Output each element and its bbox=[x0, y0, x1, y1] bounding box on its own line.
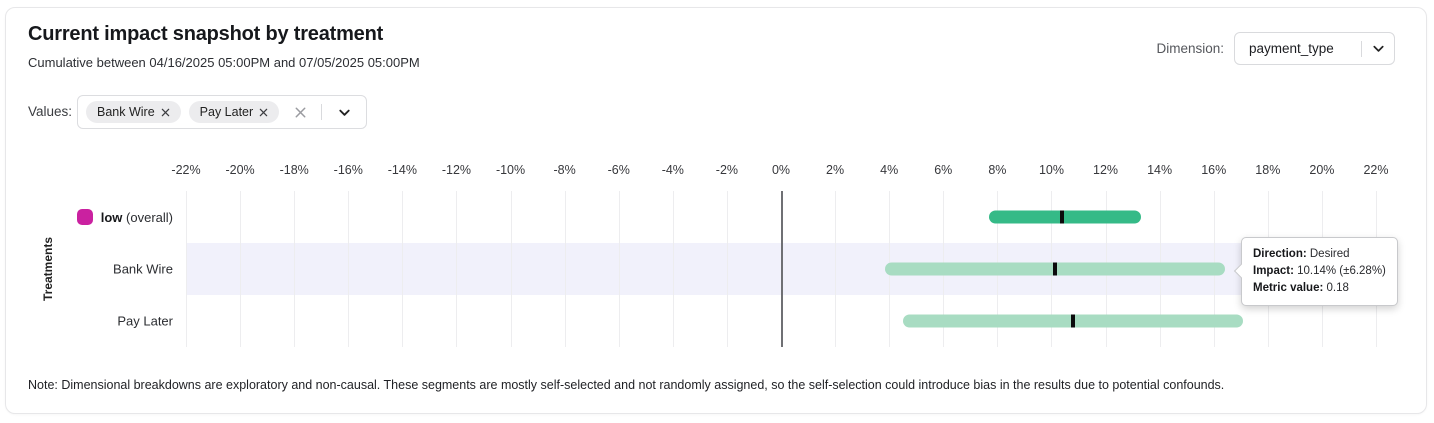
confidence-interval-bar[interactable] bbox=[885, 262, 1226, 276]
treatment-row-label: low (overall) bbox=[76, 209, 173, 225]
gridline bbox=[672, 191, 674, 347]
dimension-control: Dimension: payment_type bbox=[1156, 32, 1395, 65]
x-axis-tick-label: 4% bbox=[880, 163, 899, 177]
value-chip-label: Bank Wire bbox=[97, 105, 155, 119]
x-axis-tick-label: -12% bbox=[441, 163, 472, 177]
impact-point-marker bbox=[1053, 262, 1058, 276]
x-axis-tick-label: 22% bbox=[1363, 163, 1389, 177]
x-axis-tick-label: 12% bbox=[1093, 163, 1119, 177]
x-axis-tick-label: -6% bbox=[607, 163, 630, 177]
gridline bbox=[564, 191, 566, 347]
x-axis-tick-label: 20% bbox=[1309, 163, 1335, 177]
impact-point-marker bbox=[1060, 210, 1065, 224]
dimension-label: Dimension: bbox=[1156, 41, 1224, 56]
x-axis-tick-label: 10% bbox=[1038, 163, 1064, 177]
tooltip-direction-row: Direction: Desired bbox=[1253, 248, 1350, 260]
legend-swatch bbox=[76, 209, 93, 225]
bar-tooltip: Direction: Desired Impact: 10.14% (±6.28… bbox=[1233, 237, 1398, 306]
clear-all-icon[interactable] bbox=[287, 105, 313, 120]
gridline bbox=[618, 191, 620, 347]
impact-chart-plot bbox=[186, 191, 1384, 347]
values-multiselect[interactable]: Bank Wire Pay Later bbox=[77, 95, 368, 129]
row-band bbox=[186, 191, 1384, 243]
gridline bbox=[240, 191, 242, 347]
x-axis-tick-label: -2% bbox=[715, 163, 739, 177]
confidence-interval-bar[interactable] bbox=[989, 210, 1141, 224]
gridline bbox=[456, 191, 458, 347]
tooltip-metric-row: Metric value: 0.18 bbox=[1253, 282, 1349, 294]
treatment-row-label: Pay Later bbox=[117, 313, 173, 329]
values-divider bbox=[321, 104, 323, 120]
x-axis-tick-label: 14% bbox=[1147, 163, 1173, 177]
x-axis-tick-label: 0% bbox=[771, 163, 791, 177]
impact-snapshot-card: Current impact snapshot by treatment Cum… bbox=[5, 7, 1427, 414]
confidence-interval-bar[interactable] bbox=[902, 314, 1244, 328]
gridline bbox=[510, 191, 512, 347]
gridline bbox=[835, 191, 837, 347]
treatment-row-labels: low (overall) Bank Wire Pay Later bbox=[6, 191, 173, 347]
zero-axis-line bbox=[781, 191, 783, 347]
x-axis-tick-label: -8% bbox=[553, 163, 576, 177]
values-label: Values: bbox=[28, 104, 73, 119]
chevron-down-icon[interactable] bbox=[330, 105, 358, 120]
page-title: Current impact snapshot by treatment bbox=[28, 23, 384, 45]
x-axis-tick-label: -16% bbox=[333, 163, 363, 177]
dimension-dropdown-value: payment_type bbox=[1249, 41, 1334, 56]
x-axis-tick-label: -20% bbox=[225, 163, 255, 177]
selected-value-chips: Bank Wire Pay Later bbox=[86, 101, 280, 123]
x-axis-tick-label: 16% bbox=[1201, 163, 1227, 177]
value-chip[interactable]: Pay Later bbox=[188, 101, 280, 123]
value-chip[interactable]: Bank Wire bbox=[86, 101, 181, 123]
x-axis-tick-label: 2% bbox=[826, 163, 845, 177]
x-axis-tick-label: -4% bbox=[661, 163, 684, 177]
gridline bbox=[294, 191, 296, 347]
x-axis-tick-labels: -22% -20% -18% -16% -14% -12% -10% -8% -6% -4% -2%… bbox=[171, 163, 1388, 181]
x-axis-tick-label: 18% bbox=[1255, 163, 1281, 177]
gridline bbox=[348, 191, 350, 347]
x-axis-tick-label: -18% bbox=[279, 163, 309, 177]
tooltip-impact-row: Impact: 10.14% (±6.28%) bbox=[1253, 265, 1386, 277]
x-axis-tick-label: -14% bbox=[387, 163, 417, 177]
x-axis-tick-label: -10% bbox=[495, 163, 526, 177]
footnote: Note: Dimensional breakdowns are explora… bbox=[28, 378, 1225, 392]
x-axis-tick-label: -22% bbox=[171, 163, 201, 177]
gridline bbox=[726, 191, 728, 347]
value-chip-label: Pay Later bbox=[199, 105, 254, 119]
x-axis-tick-label: 6% bbox=[934, 163, 953, 177]
dimension-dropdown[interactable]: payment_type bbox=[1234, 32, 1395, 65]
treatment-row-label: Bank Wire bbox=[113, 261, 173, 277]
impact-point-marker bbox=[1071, 314, 1076, 328]
chip-remove-icon[interactable] bbox=[161, 108, 170, 117]
gridline bbox=[402, 191, 404, 347]
date-range-subtitle: Cumulative between 04/16/2025 05:00PM an… bbox=[28, 55, 420, 70]
chevron-down-icon[interactable] bbox=[1362, 41, 1394, 56]
gridline bbox=[186, 191, 187, 347]
dropdown-divider bbox=[1361, 40, 1362, 57]
x-axis-tick-label: 8% bbox=[988, 163, 1007, 177]
chip-remove-icon[interactable] bbox=[259, 108, 268, 117]
